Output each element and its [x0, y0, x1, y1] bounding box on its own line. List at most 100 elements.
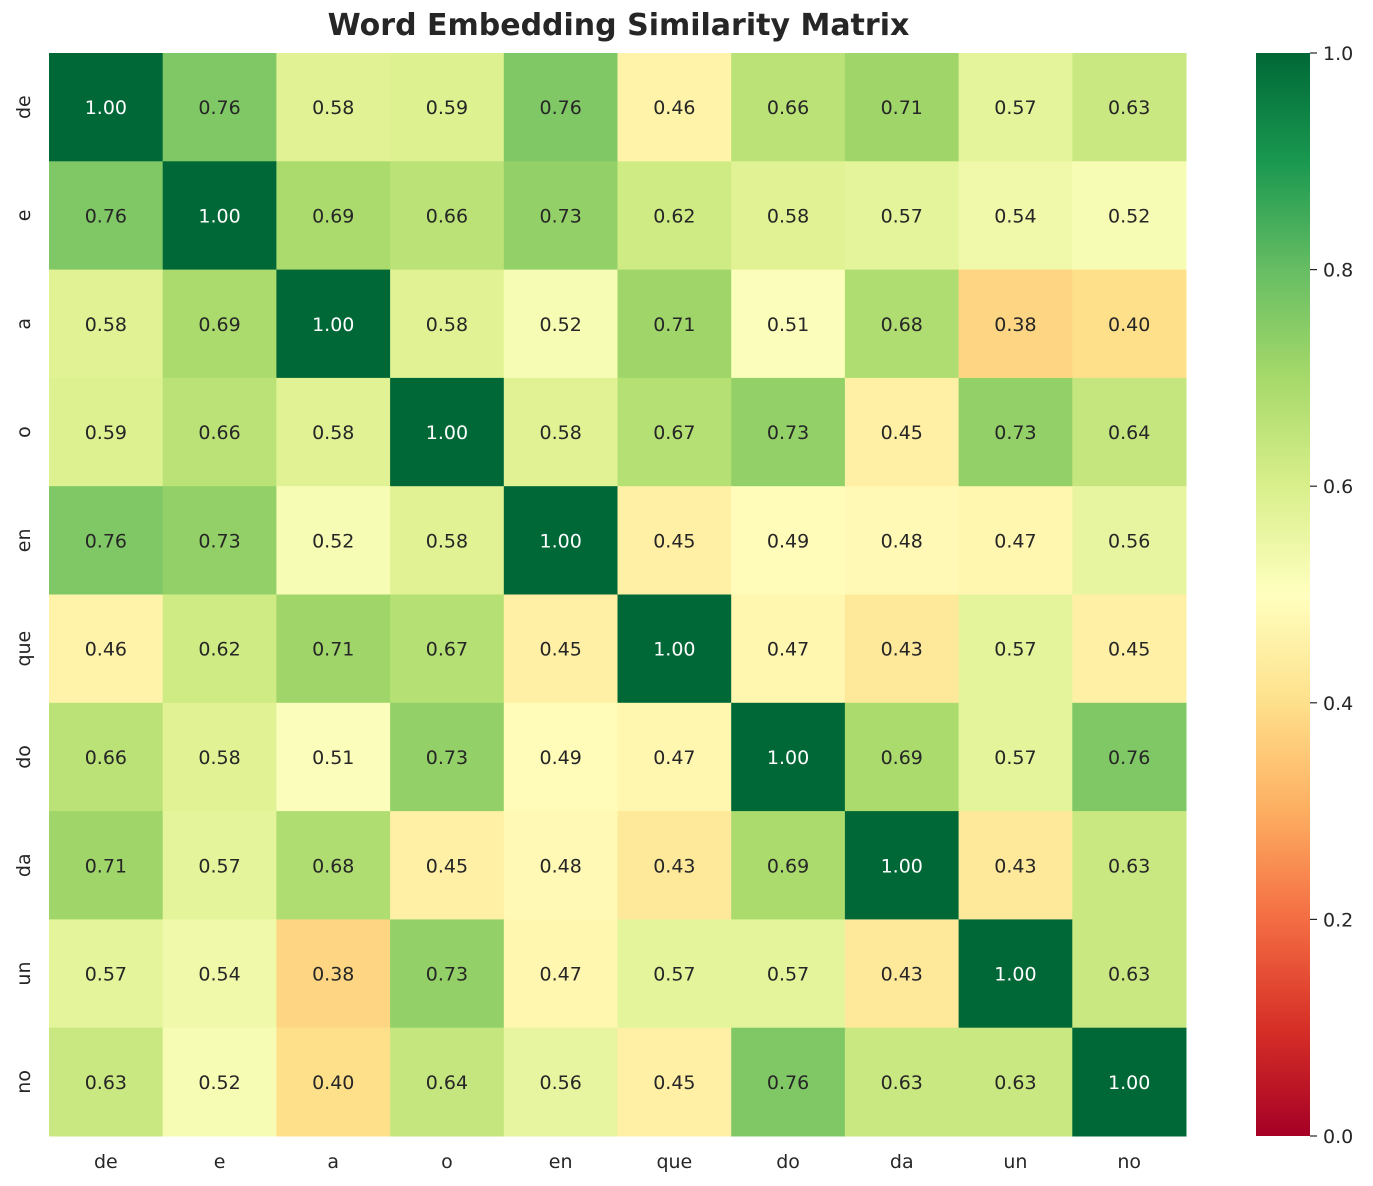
heatmap-cell	[958, 811, 1073, 920]
cell-label: 1.00	[312, 314, 354, 336]
cell-label: 0.73	[426, 964, 468, 986]
cell-label: 0.76	[767, 1072, 809, 1094]
cell-label: 0.56	[539, 1072, 581, 1094]
cell-label: 1.00	[881, 855, 923, 877]
cell-label: 0.45	[539, 639, 581, 661]
x-tick-label: o	[441, 1151, 453, 1173]
cell-label: 0.52	[1108, 205, 1150, 227]
cell-label: 1.00	[426, 422, 468, 444]
cell-label: 0.67	[653, 422, 695, 444]
cell-label: 0.58	[426, 530, 468, 552]
heatmap-cell	[162, 1027, 277, 1137]
heatmap-cell	[617, 377, 732, 487]
cell-label: 0.40	[1108, 314, 1150, 336]
heatmap-cell	[731, 594, 846, 704]
heatmap-cell	[49, 919, 164, 1029]
cell-label: 0.67	[426, 639, 468, 661]
cell-label: 0.76	[85, 530, 127, 552]
heatmap-cell	[731, 702, 846, 812]
cell-label: 1.00	[198, 205, 240, 227]
cell-label: 0.58	[198, 747, 240, 769]
cell-label: 0.59	[426, 97, 468, 119]
y-tick-label: que	[13, 631, 35, 667]
cell-label: 1.00	[85, 97, 127, 119]
x-tick-label: en	[549, 1151, 573, 1173]
heatmap-cell	[731, 811, 846, 920]
heatmap-cell	[844, 1027, 960, 1137]
heatmap-cell	[390, 1027, 505, 1137]
cell-label: 0.46	[653, 97, 695, 119]
heatmap-cell	[731, 269, 846, 379]
heatmap-cell	[390, 919, 505, 1029]
cell-label: 0.62	[653, 205, 695, 227]
cell-label: 0.63	[1108, 855, 1150, 877]
y-tick-label: un	[13, 962, 35, 986]
cell-label: 0.69	[312, 205, 354, 227]
cell-label: 0.63	[85, 1072, 127, 1094]
cell-label: 0.45	[653, 1072, 695, 1094]
heatmap-cell	[1072, 161, 1187, 271]
heatmap-cell	[617, 919, 732, 1029]
colorbar-tick-label: 0.0	[1323, 1126, 1353, 1148]
heatmap-cell	[617, 486, 732, 595]
x-tick-label: a	[327, 1151, 339, 1173]
heatmap-cell	[844, 486, 960, 595]
heatmap-cell	[49, 269, 164, 379]
cell-label: 0.73	[198, 530, 240, 552]
cell-label: 0.76	[1108, 747, 1150, 769]
heatmap-cell	[844, 811, 960, 920]
cell-label: 0.52	[312, 530, 354, 552]
heatmap-cell	[958, 161, 1073, 271]
heatmap-cell	[162, 53, 277, 162]
cell-label: 0.45	[881, 422, 923, 444]
cell-label: 0.45	[653, 530, 695, 552]
heatmap-cell	[390, 594, 505, 704]
colorbar-tick-label: 0.4	[1323, 693, 1353, 715]
colorbar-tick-label: 1.0	[1323, 43, 1353, 65]
heatmap-cell	[276, 594, 391, 704]
heatmap-cell	[503, 702, 618, 812]
heatmap-cell	[503, 811, 618, 920]
cell-label: 0.76	[85, 205, 127, 227]
cell-label: 0.47	[653, 747, 695, 769]
cell-label: 0.38	[312, 964, 354, 986]
heatmap-cell	[276, 377, 391, 487]
heatmap-cell	[731, 1027, 846, 1137]
cell-label: 0.69	[198, 314, 240, 336]
cell-label: 0.73	[539, 205, 581, 227]
cell-label: 0.71	[312, 639, 354, 661]
cell-label: 0.58	[426, 314, 468, 336]
heatmap-cell	[276, 53, 391, 162]
heatmap-cell	[1072, 702, 1187, 812]
heatmap-cell	[731, 161, 846, 271]
cell-label: 0.51	[312, 747, 354, 769]
cell-label: 0.57	[85, 964, 127, 986]
cell-label: 0.56	[1108, 530, 1150, 552]
heatmap-cell	[276, 702, 391, 812]
heatmap-cell	[503, 377, 618, 487]
x-tick-label: do	[776, 1151, 800, 1173]
y-tick-label: no	[13, 1070, 35, 1094]
cell-label: 0.51	[767, 314, 809, 336]
cell-label: 0.57	[198, 855, 240, 877]
heatmap-cell	[844, 594, 960, 704]
cell-label: 0.68	[881, 314, 923, 336]
cell-label: 0.52	[539, 314, 581, 336]
cell-label: 0.46	[85, 639, 127, 661]
heatmap-cell	[49, 594, 164, 704]
cell-label: 0.73	[426, 747, 468, 769]
heatmap-cell	[503, 161, 618, 271]
heatmap-cell	[958, 1027, 1073, 1137]
colorbar-tick-label: 0.2	[1323, 909, 1353, 931]
heatmap-cell	[49, 161, 164, 271]
cell-label: 0.43	[881, 964, 923, 986]
heatmap-cell	[49, 702, 164, 812]
x-tick-label: de	[94, 1151, 118, 1173]
heatmap-cell	[276, 919, 391, 1029]
heatmap-cell	[1072, 53, 1187, 162]
heatmap-cell	[162, 594, 277, 704]
heatmap-cell	[276, 811, 391, 920]
cell-label: 0.57	[994, 97, 1036, 119]
heatmap-cell	[503, 269, 618, 379]
